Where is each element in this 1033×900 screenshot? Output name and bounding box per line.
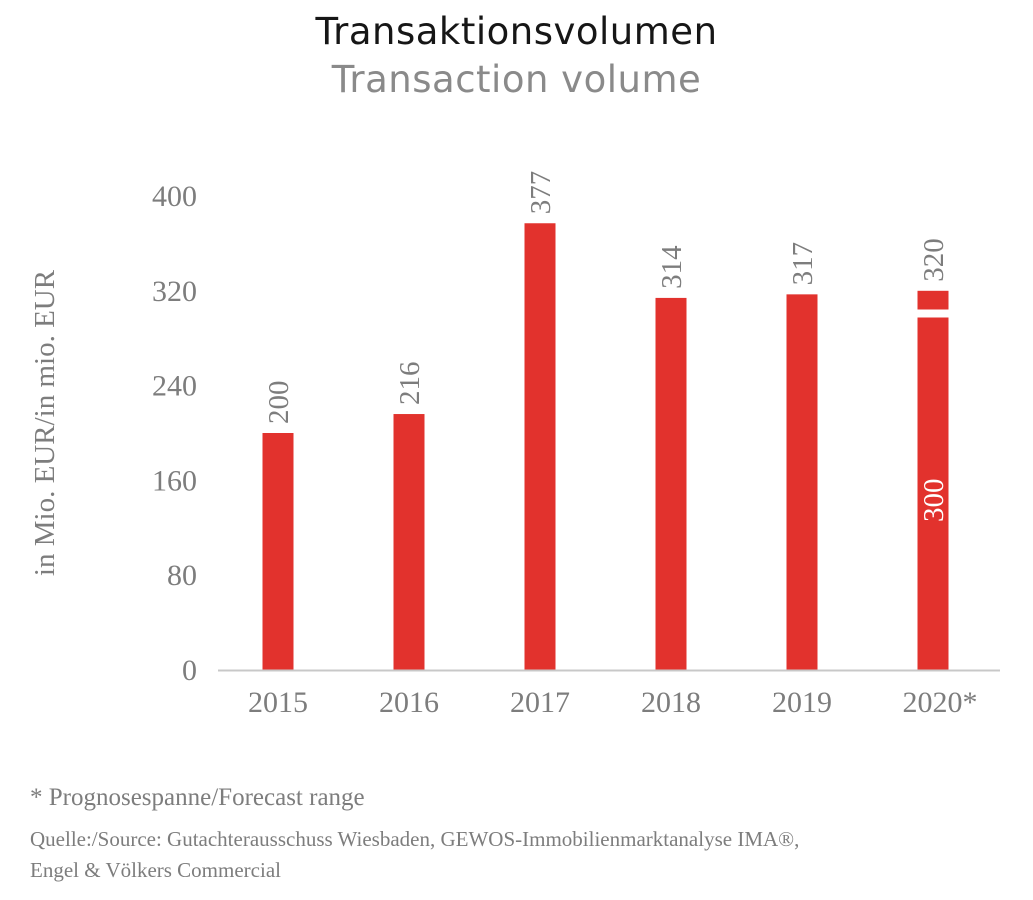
data-label: 314	[656, 245, 688, 289]
x-tick-label: 2016	[379, 686, 439, 719]
y-tick-label: 240	[152, 370, 197, 403]
bar-2016	[393, 414, 425, 670]
data-label: 216	[394, 362, 426, 406]
chart-subtitle: Transaction volume	[331, 58, 702, 101]
bar-2020-forecast-range	[917, 290, 949, 310]
source-line-2: Engel & Völkers Commercial	[30, 858, 281, 882]
x-tick-label: 2019	[772, 686, 832, 719]
y-tick-label: 320	[152, 275, 197, 308]
data-label: 320	[918, 238, 950, 282]
y-tick-label: 0	[182, 654, 197, 687]
bar-2020-low	[917, 317, 949, 670]
x-axis-ticks: 2015 2016 2017 2018 2019 2020*	[248, 686, 978, 719]
y-tick-label: 80	[167, 559, 197, 592]
forecast-footnote: * Prognosespanne/Forecast range	[30, 784, 365, 811]
bars-group: 200 216 377 314 317 300 320	[262, 171, 950, 670]
data-label-forecast-low: 300	[918, 479, 950, 523]
y-axis-ticks: 0 80 160 240 320 400	[152, 180, 197, 687]
x-tick-label: 2020*	[903, 686, 978, 719]
data-label: 317	[787, 242, 819, 286]
data-label: 200	[263, 381, 295, 425]
y-axis-title: in Mio. EUR/in mio. EUR	[29, 269, 61, 576]
source-line-1: Quelle:/Source: Gutachterausschuss Wiesb…	[30, 827, 800, 851]
x-tick-label: 2018	[641, 686, 701, 719]
data-label: 377	[525, 171, 557, 215]
bar-2017	[524, 223, 556, 670]
y-tick-label: 400	[152, 180, 197, 213]
x-tick-label: 2015	[248, 686, 308, 719]
bar-2019	[786, 294, 818, 670]
bar-2015	[262, 433, 294, 670]
x-tick-label: 2017	[510, 686, 570, 719]
y-tick-label: 160	[152, 464, 197, 497]
bar-2018	[655, 297, 687, 670]
chart-title: Transaktionsvolumen	[315, 10, 718, 53]
source-note: Quelle:/Source: Gutachterausschuss Wiesb…	[30, 824, 1020, 886]
